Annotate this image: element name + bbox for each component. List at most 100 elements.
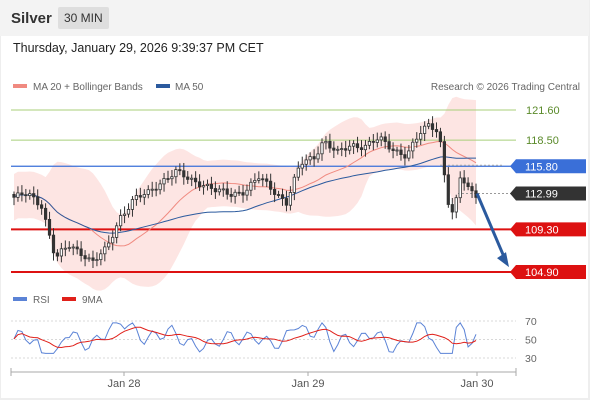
- ma9-legend-label: 9MA: [82, 295, 103, 306]
- candle-body: [51, 234, 56, 254]
- candle-body: [288, 192, 293, 206]
- candle-body: [55, 252, 60, 257]
- candle-body: [111, 236, 115, 244]
- candle-body: [178, 169, 182, 172]
- candle-body: [450, 204, 454, 213]
- support-tag-109-30: [510, 222, 586, 237]
- rsi-tick-30: 30: [525, 353, 537, 365]
- candle-body: [67, 247, 71, 249]
- forecast-arrow-head: [497, 252, 509, 268]
- candle-body: [233, 191, 237, 197]
- candle-body: [122, 213, 127, 216]
- candle-body: [367, 140, 372, 146]
- candle-body: [193, 177, 198, 183]
- rsi-line: [13, 322, 477, 354]
- candle-body: [332, 147, 336, 151]
- candle-body: [292, 176, 296, 193]
- candle-body: [308, 156, 312, 161]
- x-tick-label: Jan 30: [460, 378, 493, 390]
- timeframe-badge[interactable]: 30 MIN: [58, 7, 109, 29]
- bollinger-band: [14, 96, 476, 291]
- candle-body: [347, 145, 352, 151]
- candle-body: [186, 176, 190, 180]
- candle-body: [422, 125, 427, 134]
- ma20-line: [13, 140, 477, 247]
- candle-body: [284, 198, 289, 206]
- candle-body: [209, 183, 213, 189]
- candle-body: [91, 257, 95, 261]
- candle-body: [391, 148, 395, 152]
- candle-body: [24, 194, 28, 197]
- pivot-label: 115.80: [525, 161, 558, 173]
- candle-body: [355, 143, 360, 149]
- ma20-legend-label: MA 20 + Bollinger Bands: [33, 82, 143, 93]
- candle-body: [217, 188, 221, 193]
- rsi-legend-swatch: [13, 297, 27, 301]
- candle-body: [71, 246, 75, 249]
- candle-body: [407, 150, 411, 159]
- candle-body: [438, 131, 443, 143]
- candle-body: [415, 138, 419, 143]
- candle-body: [103, 246, 107, 255]
- candle-body: [344, 148, 348, 151]
- candle-body: [265, 178, 269, 182]
- x-tick-label: Jan 29: [291, 378, 324, 390]
- candle-body: [47, 218, 52, 236]
- candle-body: [170, 176, 174, 180]
- ma9-legend-swatch: [62, 297, 76, 301]
- pivot-tag: [510, 159, 586, 174]
- candle-body: [221, 188, 225, 191]
- candle-body: [359, 147, 364, 150]
- candle-body: [351, 143, 356, 147]
- candle-body: [197, 181, 202, 188]
- candle-body: [470, 186, 474, 192]
- candle-body: [403, 154, 407, 159]
- resistance-label-121-60: 121.60: [526, 105, 560, 117]
- candle-body: [261, 178, 265, 181]
- candle-body: [79, 248, 83, 256]
- candle-body: [371, 140, 375, 143]
- candle-body: [395, 149, 399, 152]
- candle-body: [99, 253, 103, 261]
- candle-body: [40, 204, 44, 209]
- candle-body: [466, 182, 470, 187]
- candle-body: [276, 194, 281, 196]
- candle-body: [336, 148, 340, 151]
- candle-body: [119, 215, 123, 227]
- candle-body: [320, 142, 324, 155]
- candle-body: [328, 140, 332, 149]
- ma50-legend-swatch: [156, 84, 170, 88]
- candle-body: [375, 139, 379, 143]
- candle-body: [44, 207, 48, 220]
- candle-body: [280, 194, 285, 199]
- rsi-ma9-line: [13, 326, 477, 349]
- candle-body: [229, 193, 233, 197]
- candle-body: [253, 179, 257, 183]
- candle-body: [300, 163, 304, 169]
- candle-body: [166, 178, 170, 180]
- candle-body: [126, 208, 131, 215]
- candle-body: [454, 197, 458, 213]
- candle-body: [430, 123, 435, 130]
- ma50-line: [13, 156, 476, 234]
- candle-body: [150, 188, 154, 191]
- candle-body: [340, 148, 344, 151]
- candle-body: [426, 123, 431, 127]
- credit-label: Research © 2026 Trading Central: [431, 82, 580, 93]
- last-price-tag: [510, 186, 586, 201]
- candle-body: [12, 193, 16, 198]
- x-tick-label: Jan 28: [107, 378, 140, 390]
- candle-body: [146, 189, 150, 195]
- candle-body: [142, 194, 146, 198]
- candle-body: [20, 192, 24, 196]
- candle-body: [363, 144, 368, 151]
- candle-body: [138, 195, 142, 198]
- candle-body: [59, 248, 64, 257]
- candle-body: [272, 188, 277, 195]
- candle-body: [268, 180, 273, 190]
- candle-body: [162, 178, 166, 185]
- candle-body: [154, 188, 158, 191]
- candle-body: [296, 167, 300, 178]
- candle-body: [205, 183, 210, 187]
- candle-body: [201, 185, 206, 188]
